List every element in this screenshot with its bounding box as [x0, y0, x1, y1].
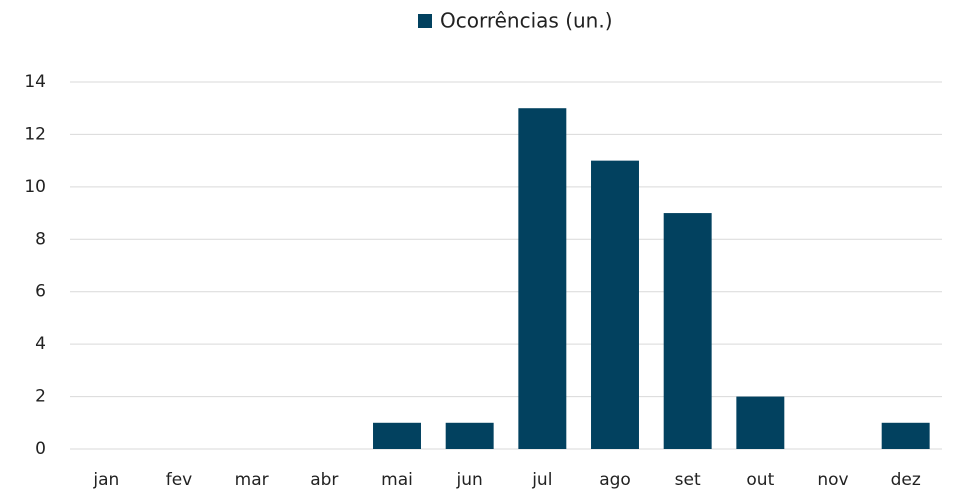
bar: [591, 160, 639, 449]
legend-label: Ocorrências (un.): [440, 9, 613, 33]
x-tick-label: nov: [817, 470, 848, 490]
y-tick-label: 8: [35, 229, 46, 249]
x-tick-label: jun: [456, 470, 483, 490]
legend-swatch: [418, 14, 432, 28]
y-tick-label: 4: [35, 334, 46, 354]
x-tick-label: jan: [92, 470, 119, 490]
x-tick-label: jul: [531, 470, 552, 490]
x-tick-label: out: [746, 470, 774, 490]
x-tick-label: ago: [599, 470, 631, 490]
bar: [445, 422, 494, 449]
bar: [663, 213, 712, 449]
bar: [518, 108, 567, 449]
bar: [373, 422, 421, 449]
y-tick-label: 2: [35, 387, 46, 407]
y-tick-label: 6: [35, 282, 46, 302]
x-tick-label: dez: [891, 470, 921, 490]
x-tick-label: fev: [166, 470, 193, 490]
x-tick-label: mar: [235, 470, 269, 490]
x-tick-label: mai: [381, 470, 413, 490]
y-tick-label: 12: [24, 124, 46, 144]
y-tick-label: 14: [24, 72, 46, 92]
y-tick-label: 10: [24, 177, 46, 197]
bar: [881, 422, 930, 449]
x-tick-label: abr: [310, 470, 338, 490]
bar: [736, 396, 785, 449]
y-tick-label: 0: [35, 439, 46, 459]
x-tick-label: set: [675, 470, 701, 490]
